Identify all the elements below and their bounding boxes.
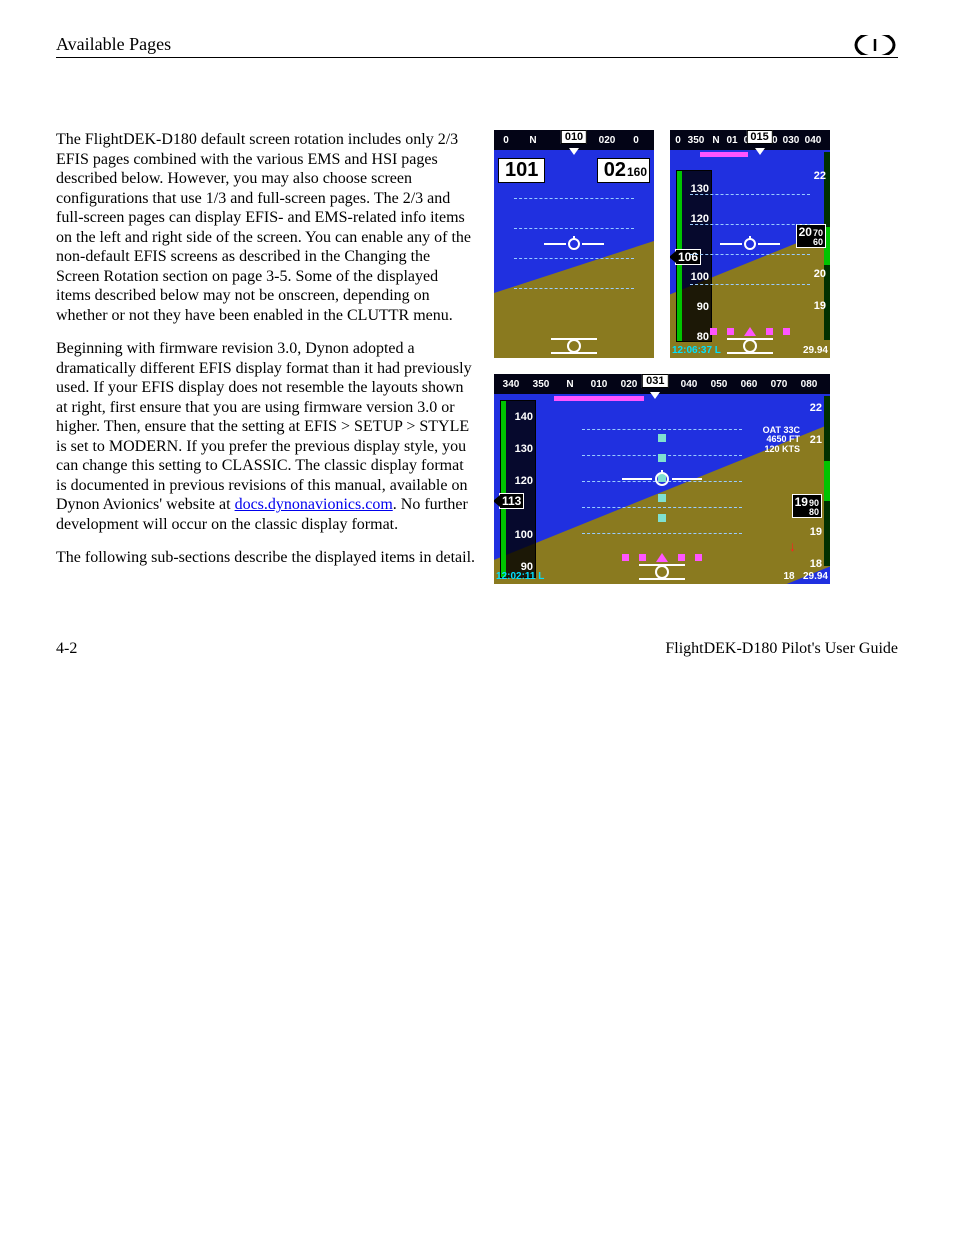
figure-column: 0 N 010 020 0 010 101 02 160 [494,130,830,584]
efis-small-right: 0 350 N 01 015 20 030 040 015 130 [670,130,830,358]
baro-setting: 18 29.94 [784,571,829,582]
warning-arrow-icon: ↓ [789,538,796,554]
heading-box: 015 [746,130,772,144]
paragraph-1: The FlightDEK-D180 default screen rotati… [56,130,476,325]
heading-caret-icon [569,148,579,155]
speed-green-arc [501,401,506,577]
aircraft-symbol-icon [544,236,604,252]
heading-bug [700,152,748,157]
slip-indicator [727,338,773,354]
paragraph-2a: Beginning with firmware revision 3.0, Dy… [56,340,472,513]
marker-icon [783,328,790,335]
paragraph-3: The following sub-sections describe the … [56,548,476,568]
altitude-current: 19 9080 [792,494,822,518]
docs-link[interactable]: docs.dynonavionics.com [235,496,393,513]
airspeed-tape: 140 130 120 100 90 113 [500,400,536,578]
dynon-logo-icon [852,35,898,55]
clock: 12:06:37 L [672,345,721,356]
heading-box: 031 [642,374,668,388]
page-footer: 4-2 FlightDEK-D180 Pilot's User Guide [56,640,898,658]
text-column: The FlightDEK-D180 default screen rotati… [56,130,476,584]
marker-icon [710,328,717,335]
clock: 12:02:11 L [496,571,544,582]
vsi-strip [824,396,830,566]
page-header: Available Pages [56,34,898,58]
oat-info: OAT 33C 4650 FT 120 KTS [763,426,800,454]
efis-small-left: 0 N 010 020 0 010 101 02 160 [494,130,654,358]
ground-track-markers [622,553,702,562]
marker-icon [695,554,702,561]
aircraft-symbol-icon [622,470,702,488]
footer-title: FlightDEK-D180 Pilot's User Guide [665,640,898,658]
header-title: Available Pages [56,34,171,55]
aircraft-symbol-icon [720,236,780,252]
slip-ball-icon [567,339,581,353]
ground-track-markers [710,327,790,336]
heading-caret-icon [650,392,660,399]
marker-icon [727,328,734,335]
baro-setting: 29.94 [803,345,828,356]
altitude-box: 02 160 [597,158,650,183]
marker-icon [622,554,629,561]
marker-icon [656,553,668,562]
pitch-ladder [690,194,810,314]
heading-box: 010 [561,130,587,144]
slip-ball-icon [743,339,757,353]
slip-indicator [551,338,597,354]
body-row: The FlightDEK-D180 default screen rotati… [56,130,898,584]
marker-icon [678,554,685,561]
paragraph-2: Beginning with firmware revision 3.0, Dy… [56,339,476,534]
page-number: 4-2 [56,640,77,658]
slip-ball-icon [655,565,669,579]
pitch-ladder [514,198,634,318]
marker-icon [744,327,756,336]
page: Available Pages The FlightDEK-D180 defau… [0,0,954,1235]
slip-indicator [639,564,685,580]
marker-icon [639,554,646,561]
heading-caret-icon [755,148,765,155]
heading-bug [554,396,644,401]
marker-icon [766,328,773,335]
efis-small-row: 0 N 010 020 0 010 101 02 160 [494,130,830,358]
airspeed-box: 101 [498,158,545,183]
airspeed-current: 113 [499,493,524,509]
efis-wide: 340 350 N 010 020 031 040 050 060 070 08… [494,374,830,584]
